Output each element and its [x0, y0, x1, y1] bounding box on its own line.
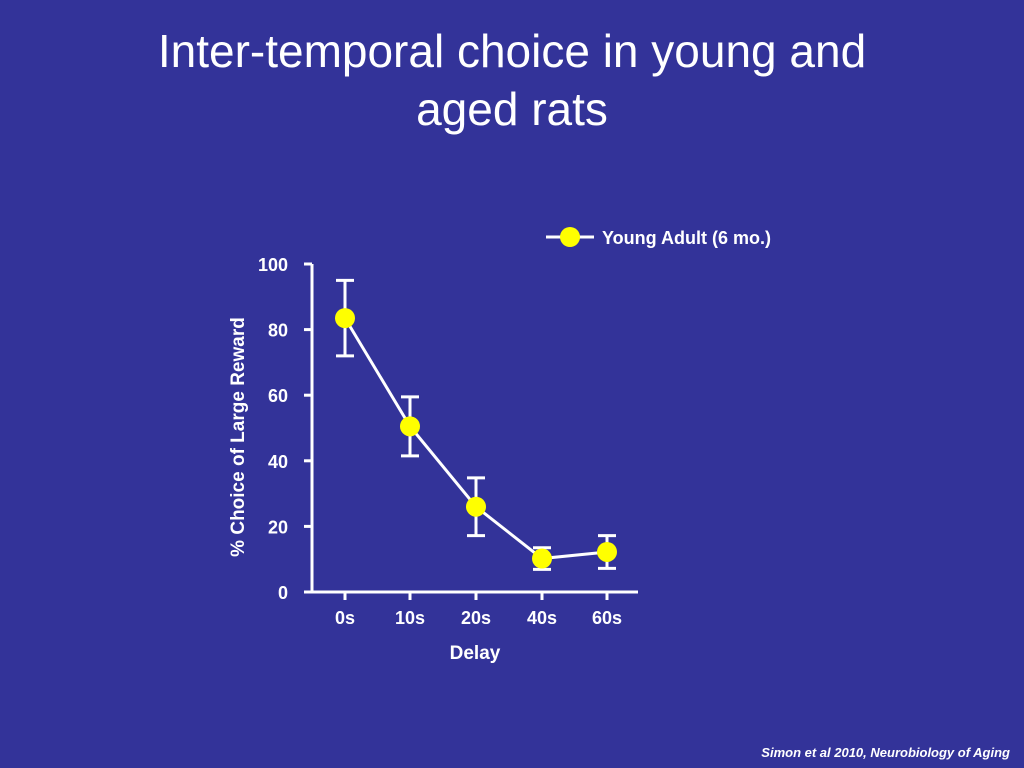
x-tick-label: 40s — [527, 608, 557, 628]
title-line-2: aged rats — [416, 83, 608, 135]
y-tick-label: 100 — [258, 255, 288, 275]
data-point — [335, 308, 355, 329]
y-tick-label: 20 — [268, 517, 288, 537]
x-tick-label: 0s — [335, 608, 355, 628]
title-line-1: Inter-temporal choice in young and — [157, 25, 867, 77]
citation: Simon et al 2010, Neurobiology of Aging — [761, 745, 1010, 760]
legend-label: Young Adult (6 mo.) — [602, 228, 771, 248]
y-tick-label: 80 — [268, 321, 288, 341]
x-tick-label: 10s — [395, 608, 425, 628]
slide-title: Inter-temporal choice in young and aged … — [0, 22, 1024, 138]
y-tick-label: 60 — [268, 386, 288, 406]
legend-marker — [560, 227, 580, 247]
data-point — [597, 541, 617, 562]
x-axis-title: Delay — [450, 643, 501, 664]
data-point — [466, 496, 486, 517]
data-point — [532, 548, 552, 569]
y-tick-label: 40 — [268, 452, 288, 472]
y-tick-label: 0 — [278, 583, 288, 603]
y-axis-title: % Choice of Large Reward — [228, 317, 249, 557]
x-tick-label: 60s — [592, 608, 622, 628]
x-tick-label: 20s — [461, 608, 491, 628]
data-point — [400, 416, 420, 437]
